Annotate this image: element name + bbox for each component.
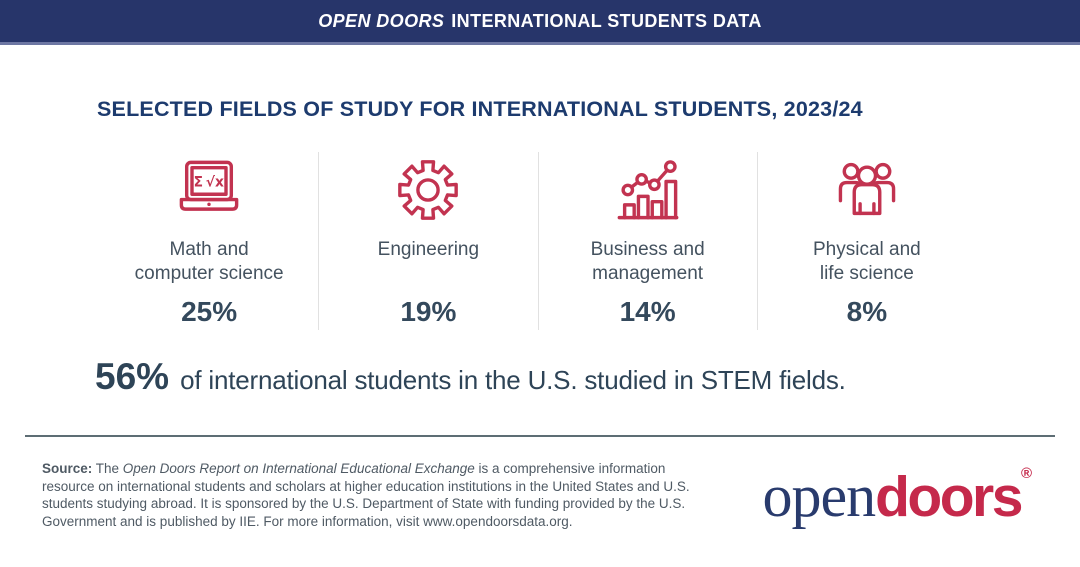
field-value: 8% xyxy=(846,296,888,327)
source-text-pre: The xyxy=(92,461,123,476)
field-value: 19% xyxy=(400,296,457,327)
field-engineering: Engineering 19% xyxy=(319,152,539,330)
footer: Source: The Open Doors Report on Interna… xyxy=(0,437,1080,530)
opendoors-logo: opendoors® xyxy=(762,466,1032,530)
field-label: Business and management xyxy=(590,239,705,284)
stem-stat-value: 56% xyxy=(95,356,170,397)
fields-row: Σ √x Math and computer science 25% Engin… xyxy=(100,152,976,330)
source-report-title: Open Doors Report on International Educa… xyxy=(122,461,475,476)
header-brand: OPEN DOORS xyxy=(318,10,445,31)
sqrt-glyph: √x xyxy=(206,174,224,190)
bar-chart-icon xyxy=(614,156,682,224)
page-title: SELECTED FIELDS OF STUDY FOR INTERNATION… xyxy=(97,97,863,121)
logo-doors-text: doors xyxy=(875,465,1023,529)
stem-stat-text: of international students in the U.S. st… xyxy=(180,365,846,395)
stem-stat: 56% of international students in the U.S… xyxy=(95,356,1080,398)
field-value: 25% xyxy=(181,296,238,327)
field-label: Engineering xyxy=(377,239,480,260)
field-physical-life-science: Physical and life science 8% xyxy=(758,152,976,330)
people-icon xyxy=(833,156,901,224)
logo-open-text: open xyxy=(762,463,876,529)
footer-divider xyxy=(25,435,1055,437)
math-computer-icon: Σ √x xyxy=(175,156,243,224)
field-value: 14% xyxy=(619,296,676,327)
field-math-computer-science: Σ √x Math and computer science 25% xyxy=(100,152,320,330)
sigma-glyph: Σ xyxy=(194,174,203,190)
source-label: Source: xyxy=(42,461,93,476)
header-bar: OPEN DOORS INTERNATIONAL STUDENTS DATA xyxy=(0,0,1080,45)
header-title: OPEN DOORS INTERNATIONAL STUDENTS DATA xyxy=(318,11,762,32)
field-label: Math and computer science xyxy=(134,239,284,284)
source-text: Source: The Open Doors Report on Interna… xyxy=(42,460,718,530)
source-text-post: is a comprehensive information resource … xyxy=(42,461,690,529)
header-title-rest: INTERNATIONAL STUDENTS DATA xyxy=(451,10,762,31)
field-business-management: Business and management 14% xyxy=(539,152,758,330)
field-label: Physical and life science xyxy=(813,239,921,284)
gear-icon xyxy=(394,156,462,224)
registered-trademark-icon: ® xyxy=(1020,465,1032,482)
